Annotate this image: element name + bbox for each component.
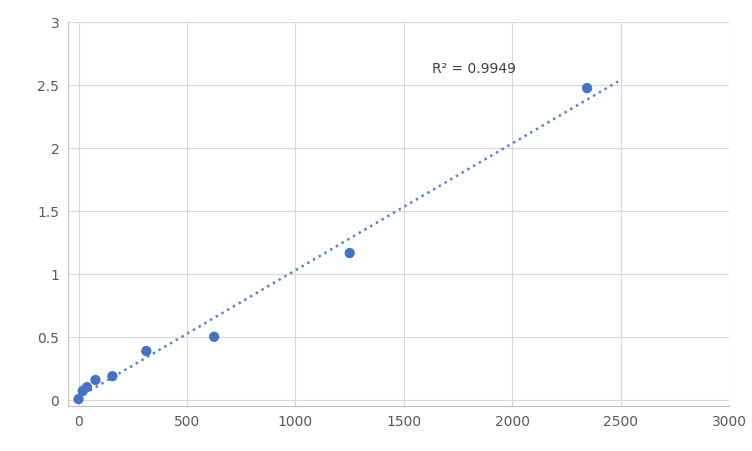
Text: R² = 0.9949: R² = 0.9949	[432, 61, 516, 75]
Point	[89, 377, 102, 384]
Point	[581, 85, 593, 92]
Point	[72, 396, 84, 403]
Point	[107, 373, 119, 380]
Point	[344, 250, 356, 257]
Point	[81, 384, 93, 391]
Point	[208, 333, 220, 341]
Point	[77, 387, 89, 395]
Point	[141, 348, 153, 355]
